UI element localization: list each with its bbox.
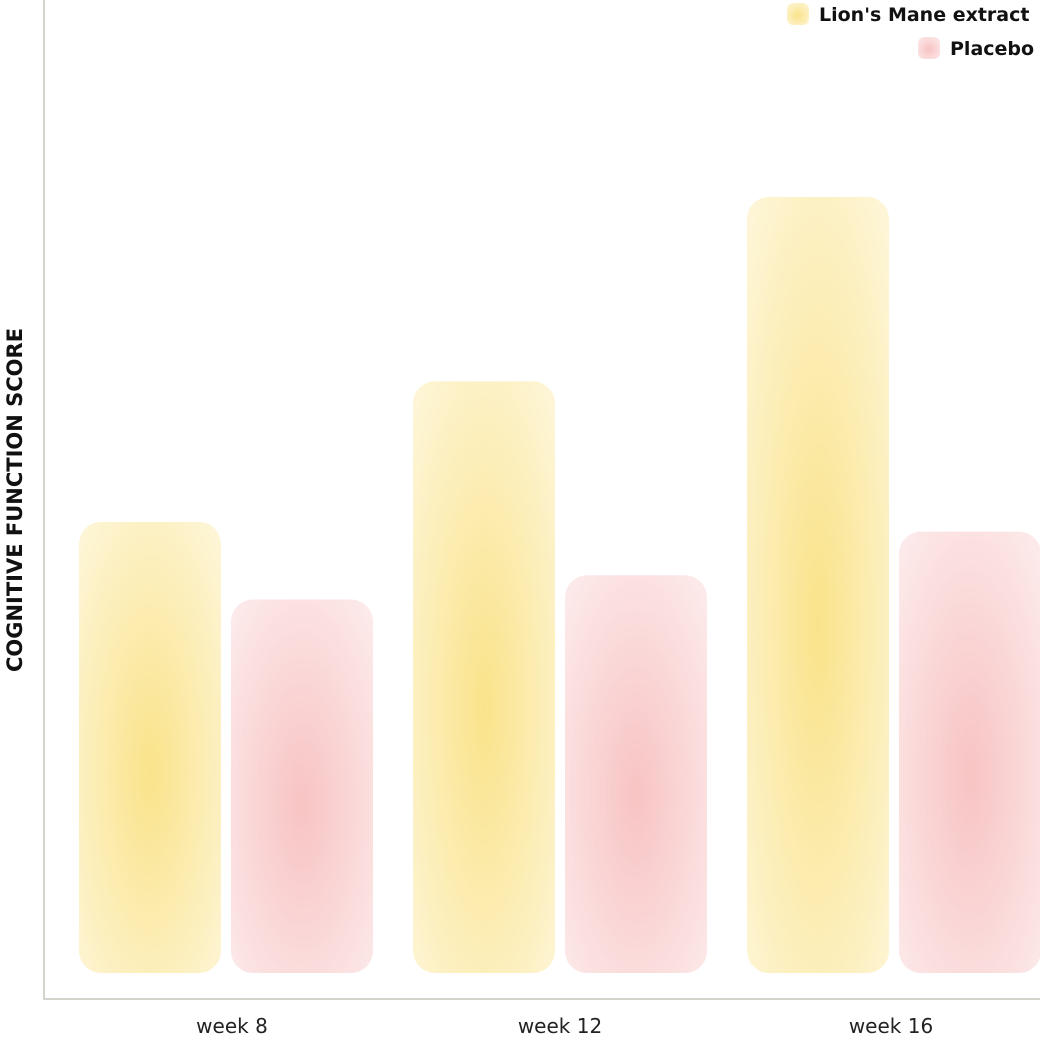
y-axis-label: COGNITIVE FUNCTION SCORE <box>3 328 27 672</box>
legend-label-placebo: Placebo <box>950 38 1034 60</box>
legend-swatch-placebo <box>918 37 940 59</box>
legend: Lion's Mane extract Placebo <box>787 3 1034 60</box>
bars-group <box>79 197 1040 973</box>
bar-lions-mane-week-12 <box>413 381 555 973</box>
x-tick-label: week 12 <box>518 1014 602 1038</box>
legend-swatch-lions-mane <box>787 3 809 25</box>
bar-lions-mane-week-8 <box>79 521 221 973</box>
x-tick-labels: week 8 week 12 week 16 <box>196 1014 933 1038</box>
bar-placebo-week-8 <box>231 599 373 973</box>
bar-placebo-week-12 <box>565 575 707 973</box>
bar-lions-mane-week-16 <box>747 197 889 973</box>
legend-label-lions-mane: Lion's Mane extract <box>819 4 1029 26</box>
x-tick-label: week 8 <box>196 1014 268 1038</box>
bar-placebo-week-16 <box>899 531 1040 973</box>
x-tick-label: week 16 <box>849 1014 933 1038</box>
